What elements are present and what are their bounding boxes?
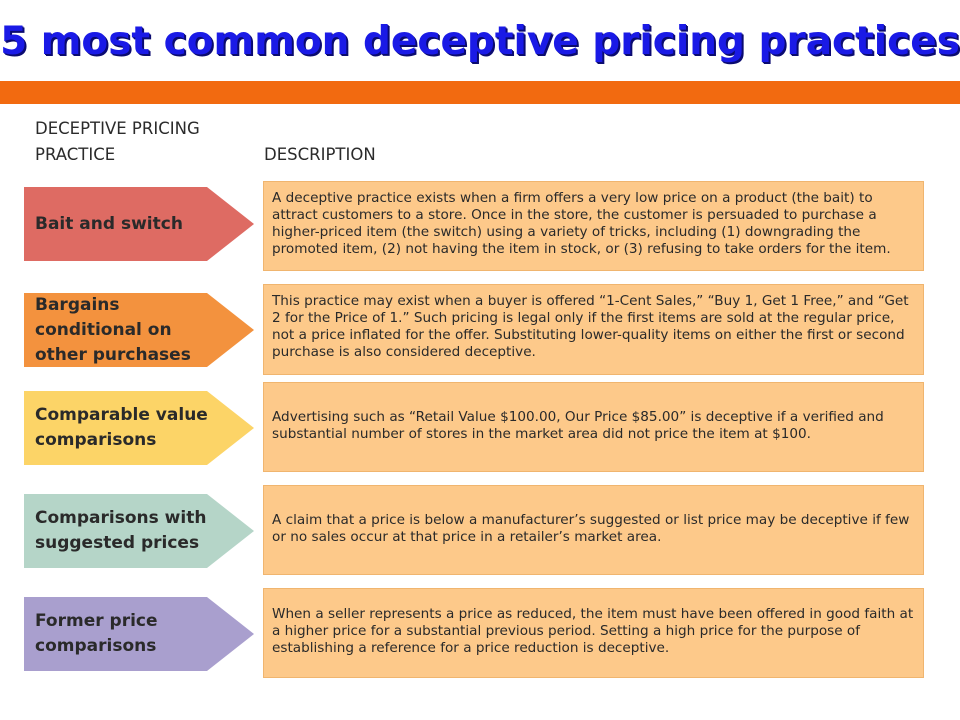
description-box-bargains-conditional: This practice may exist when a buyer is …	[263, 284, 924, 375]
practice-label: Bait and switch	[35, 213, 183, 234]
description-box-former-price: When a seller represents a price as redu…	[263, 588, 924, 678]
description-text: When a seller represents a price as redu…	[272, 606, 914, 656]
title-underline-bar	[0, 81, 960, 104]
description-text: A deceptive practice exists when a firm …	[272, 190, 891, 257]
description-box-suggested-prices: A claim that a price is below a manufact…	[263, 485, 924, 575]
practice-label: Former price comparisons	[35, 611, 158, 656]
description-text: A claim that a price is below a manufact…	[272, 512, 910, 545]
practice-arrow-suggested-prices: Comparisons with suggested prices	[24, 494, 254, 568]
practice-label: Comparisons with suggested prices	[35, 508, 207, 553]
description-text: This practice may exist when a buyer is …	[272, 293, 909, 360]
practice-arrow-bait-and-switch: Bait and switch	[24, 187, 254, 261]
practice-arrow-former-price: Former price comparisons	[24, 597, 254, 671]
practice-arrow-comparable-value: Comparable value comparisons	[24, 391, 254, 465]
description-box-comparable-value: Advertising such as “Retail Value $100.0…	[263, 382, 924, 472]
practice-label: Bargains conditional on other purchases	[35, 294, 191, 365]
description-text: Advertising such as “Retail Value $100.0…	[272, 409, 884, 442]
description-box-bait-and-switch: A deceptive practice exists when a firm …	[263, 181, 924, 271]
practice-column-header: DECEPTIVE PRICING PRACTICE	[35, 119, 200, 164]
description-column-header: DESCRIPTION	[264, 145, 376, 164]
practice-label: Comparable value comparisons	[35, 405, 208, 450]
page-title: 5 most common deceptive pricing practice…	[0, 19, 960, 64]
practice-arrow-bargains-conditional: Bargains conditional on other purchases	[24, 293, 254, 367]
